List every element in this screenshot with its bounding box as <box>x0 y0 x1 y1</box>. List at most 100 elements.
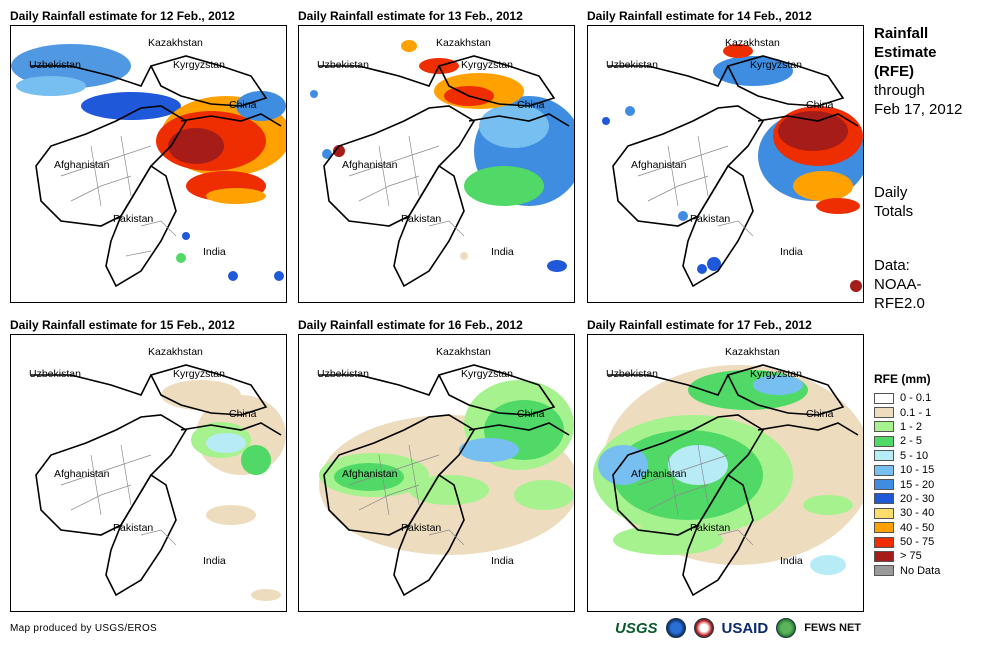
label-kazakhstan: Kazakhstan <box>148 346 203 358</box>
panel-title-14feb: Daily Rainfall estimate for 14 Feb., 201… <box>587 9 812 23</box>
country-boundaries <box>31 364 282 597</box>
label-china: China <box>806 99 834 111</box>
label-afghanistan: Afghanistan <box>631 159 687 171</box>
label-india: India <box>491 555 514 567</box>
legend-swatch <box>874 507 894 519</box>
label-pakistan: Pakistan <box>690 213 730 225</box>
side-title: Rainfall Estimate (RFE) through Feb 17, … <box>874 24 962 119</box>
seal-logo-icon <box>693 618 714 638</box>
rainfall-map-17feb: Kazakhstan Uzbekistan Kyrgyzstan China A… <box>587 334 864 612</box>
panel-title-15feb: Daily Rainfall estimate for 15 Feb., 201… <box>10 318 235 332</box>
label-india: India <box>203 246 226 258</box>
panel-title-13feb: Daily Rainfall estimate for 13 Feb., 201… <box>298 9 523 23</box>
usaid-logo: USAID <box>721 619 769 637</box>
side-title-line4: through <box>874 82 925 99</box>
label-pakistan: Pakistan <box>113 522 153 534</box>
label-pakistan: Pakistan <box>401 213 441 225</box>
label-china: China <box>806 408 834 420</box>
label-uzbekistan: Uzbekistan <box>606 368 658 380</box>
label-afghanistan: Afghanistan <box>342 468 398 480</box>
label-kazakhstan: Kazakhstan <box>725 346 780 358</box>
label-pakistan: Pakistan <box>690 522 730 534</box>
label-china: China <box>229 99 257 111</box>
label-pakistan: Pakistan <box>113 213 153 225</box>
label-afghanistan: Afghanistan <box>54 468 110 480</box>
label-uzbekistan: Uzbekistan <box>29 368 81 380</box>
label-uzbekistan: Uzbekistan <box>29 59 81 71</box>
rainfall-overlay <box>319 380 574 555</box>
label-kyrgyzstan: Kyrgyzstan <box>461 368 513 380</box>
panel-title-12feb: Daily Rainfall estimate for 12 Feb., 201… <box>10 9 235 23</box>
data-line1: Data: <box>874 257 910 274</box>
legend-label: 40 - 50 <box>900 521 935 534</box>
legend-item: > 75 <box>874 549 940 563</box>
legend-item: 0.1 - 1 <box>874 405 940 419</box>
legend-label: 5 - 10 <box>900 449 929 462</box>
legend-item: 15 - 20 <box>874 477 940 491</box>
legend-label: 2 - 5 <box>900 435 923 448</box>
province-lines <box>60 444 177 546</box>
legend-label: 30 - 40 <box>900 507 935 520</box>
rainfall-overlay <box>161 380 286 601</box>
province-lines <box>60 135 177 257</box>
legend-swatch <box>874 493 894 505</box>
legend-label: > 75 <box>900 550 922 563</box>
map-credit: Map produced by USGS/EROS <box>10 623 158 634</box>
country-boundaries <box>608 364 859 597</box>
label-india: India <box>203 555 226 567</box>
label-afghanistan: Afghanistan <box>342 159 398 171</box>
country-boundaries <box>608 55 859 288</box>
legend-label: 15 - 20 <box>900 478 935 491</box>
legend-item: 20 - 30 <box>874 492 940 506</box>
country-boundaries <box>31 55 282 288</box>
side-title-line5: Feb 17, 2012 <box>874 101 963 118</box>
legend-swatch <box>874 522 894 534</box>
legend-title: RFE (mm) <box>874 372 931 386</box>
label-kazakhstan: Kazakhstan <box>436 37 491 49</box>
legend-item: 2 - 5 <box>874 434 940 448</box>
label-india: India <box>491 246 514 258</box>
data-line3: RFE2.0 <box>874 295 925 312</box>
legend-swatch <box>874 421 894 433</box>
label-uzbekistan: Uzbekistan <box>317 59 369 71</box>
label-kyrgyzstan: Kyrgyzstan <box>750 368 802 380</box>
legend-item: 10 - 15 <box>874 463 940 477</box>
rainfall-map-15feb: Kazakhstan Uzbekistan Kyrgyzstan China A… <box>10 334 287 612</box>
label-pakistan: Pakistan <box>401 522 441 534</box>
legend-swatch <box>874 450 894 462</box>
daily-line1: Daily <box>874 184 908 201</box>
data-line2: NOAA- <box>874 276 922 293</box>
usgs-logo: USGS <box>615 619 658 637</box>
province-lines <box>637 444 754 546</box>
label-kyrgyzstan: Kyrgyzstan <box>173 59 225 71</box>
label-china: China <box>517 408 545 420</box>
side-title-line1: Rainfall <box>874 25 929 42</box>
legend-label: 0.1 - 1 <box>900 406 932 419</box>
panel-title-16feb: Daily Rainfall estimate for 16 Feb., 201… <box>298 318 523 332</box>
province-lines <box>348 135 465 237</box>
legend-swatch <box>874 536 894 548</box>
rainfall-map-16feb: Kazakhstan Uzbekistan Kyrgyzstan China A… <box>298 334 575 612</box>
legend-label: 50 - 75 <box>900 536 935 549</box>
rainfall-map-14feb: Kazakhstan Uzbekistan Kyrgyzstan China A… <box>587 25 864 303</box>
label-kyrgyzstan: Kyrgyzstan <box>461 59 513 71</box>
daily-line2: Totals <box>874 203 914 220</box>
legend-item: 0 - 0.1 <box>874 391 940 405</box>
partner-logos: USGS USAID FEWS NET <box>615 618 861 638</box>
side-title-line3: (RFE) <box>874 63 914 80</box>
legend-item: 50 - 75 <box>874 535 940 549</box>
legend-swatch <box>874 479 894 491</box>
legend-swatch <box>874 565 894 577</box>
label-kyrgyzstan: Kyrgyzstan <box>173 368 225 380</box>
label-afghanistan: Afghanistan <box>54 159 110 171</box>
data-source-note: Data: NOAA- RFE2.0 <box>874 256 925 313</box>
label-china: China <box>229 408 257 420</box>
label-uzbekistan: Uzbekistan <box>606 59 658 71</box>
side-title-line2: Estimate <box>874 44 937 61</box>
legend-swatch <box>874 435 894 447</box>
label-uzbekistan: Uzbekistan <box>317 368 369 380</box>
label-afghanistan: Afghanistan <box>631 468 687 480</box>
province-lines <box>637 135 754 237</box>
